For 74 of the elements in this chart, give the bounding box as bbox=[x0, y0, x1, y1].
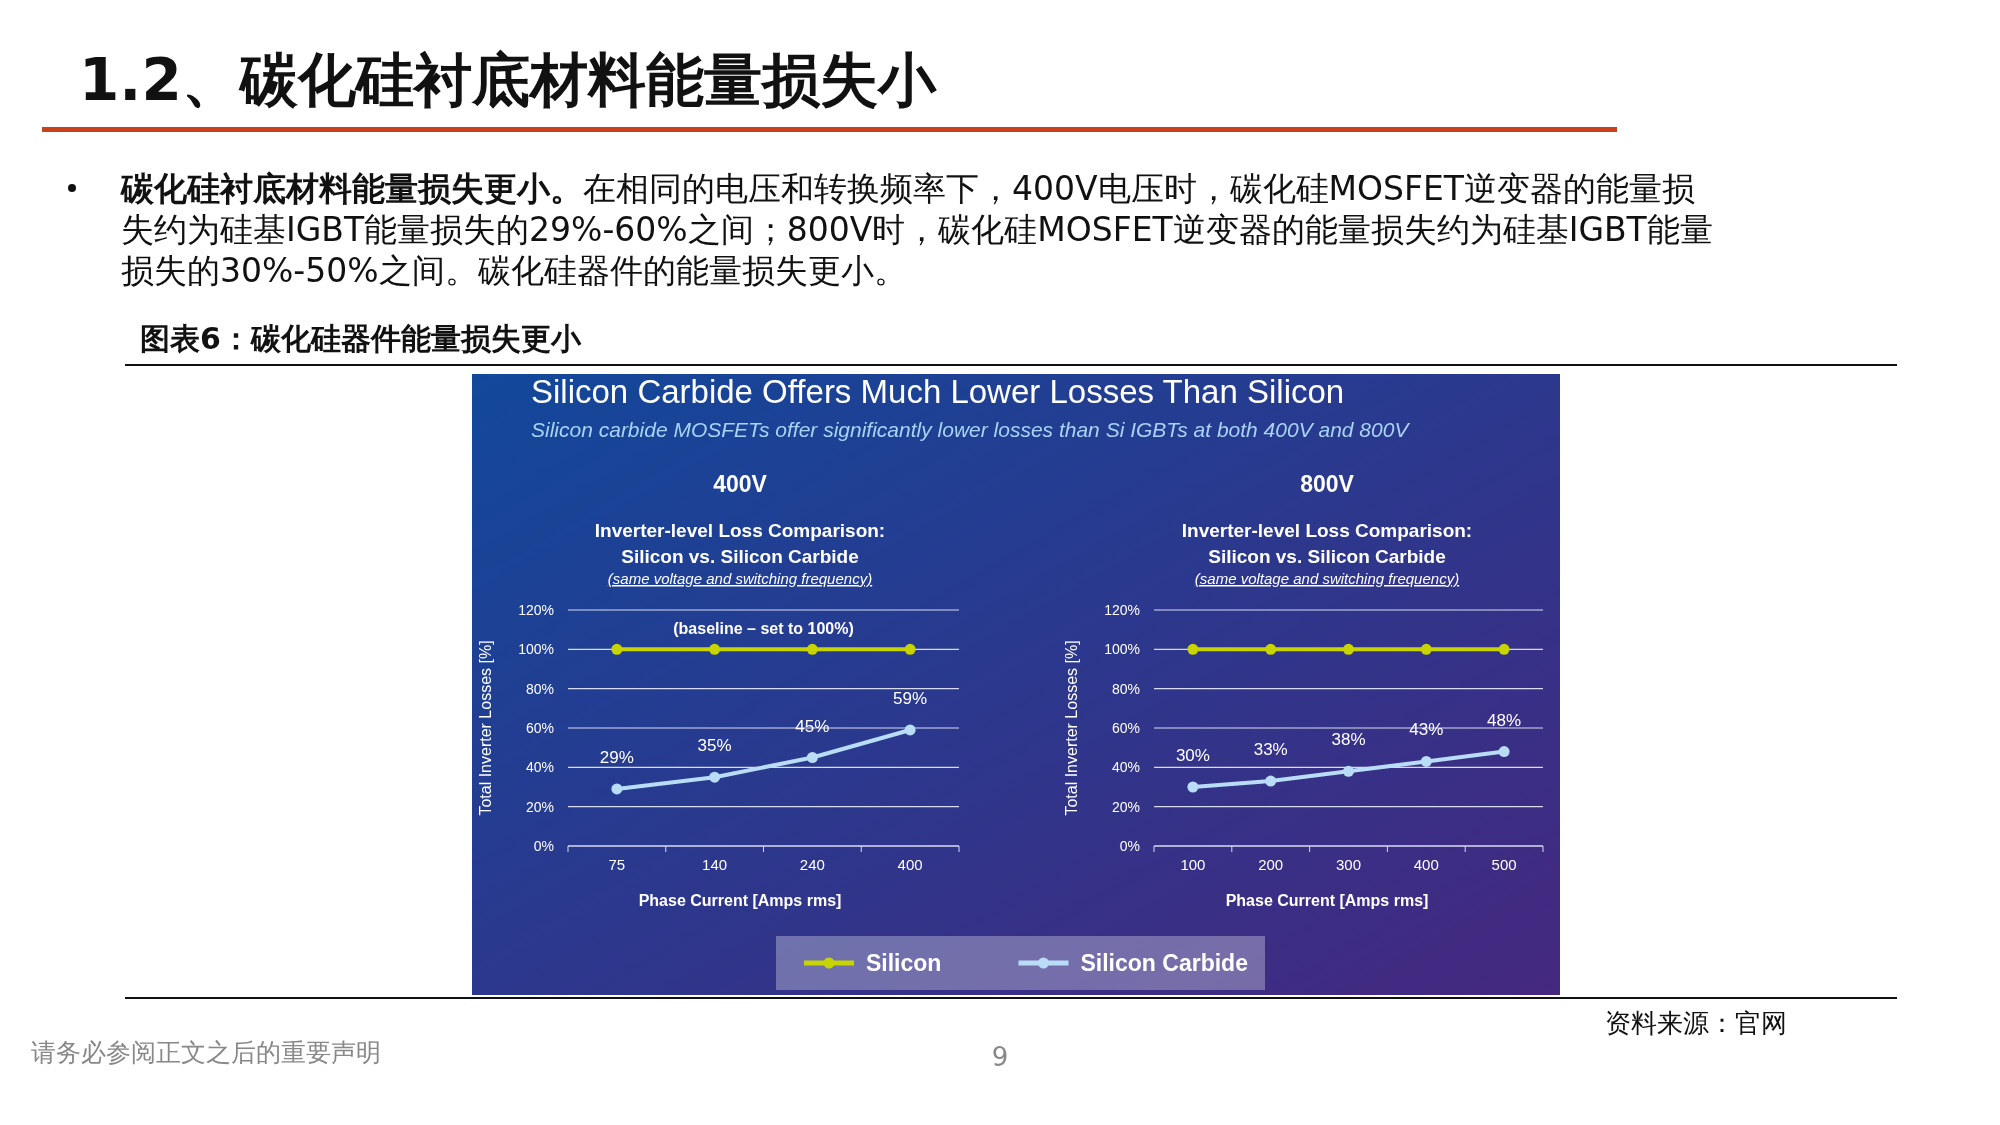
y-tick-label: 60% bbox=[1111, 720, 1140, 736]
y-tick-label: 0% bbox=[1119, 838, 1140, 854]
data-label: 29% bbox=[599, 747, 634, 767]
y-tick-label: 120% bbox=[518, 602, 554, 618]
point bbox=[1265, 643, 1277, 655]
text: 图表6：碳化硅器件能量损失更小 bbox=[140, 321, 582, 356]
point bbox=[1343, 765, 1354, 777]
text: 失约为硅基IGBT能量损失的29%-60%之间；800V时，碳化硅MOSFET逆变器的能量损失约为硅基IGBT能量 bbox=[121, 210, 1713, 249]
data-label: 59% bbox=[893, 688, 928, 708]
chart-title: 400V bbox=[713, 471, 768, 497]
y-tick-label: 60% bbox=[525, 720, 554, 736]
legend-label: Silicon bbox=[866, 950, 942, 976]
text: 损失的30%-50%之间。碳化硅器件的能量损失更小。 bbox=[121, 251, 907, 290]
point bbox=[806, 752, 818, 763]
x-tick-label: 240 bbox=[799, 856, 825, 873]
text: Silicon carbide MOSFETs offer significantly lower losses than Si IGBTs at both 400V and 800V bbox=[531, 418, 1411, 441]
text: 9 bbox=[991, 1042, 1009, 1072]
chart-subtitle: Inverter-level Loss Comparison: Silicon vs. Silicon Carbide bbox=[1181, 520, 1473, 567]
text: 在相同的电压和转换频率下，400V电压时，碳化硅MOSFET逆变器的能量损 bbox=[583, 169, 1695, 208]
point bbox=[611, 783, 623, 795]
data-label: 43% bbox=[1409, 720, 1444, 740]
point bbox=[611, 643, 623, 655]
data-label: 45% bbox=[795, 716, 830, 736]
text: (same voltage and switching frequency) bbox=[607, 570, 873, 587]
y-tick-label: 40% bbox=[525, 759, 554, 776]
data-label: 38% bbox=[1331, 730, 1366, 750]
y-tick-label: 20% bbox=[1111, 798, 1140, 815]
y-axis-title: Total Inverter Losses [%] bbox=[1063, 640, 1080, 816]
point bbox=[1498, 643, 1510, 655]
point bbox=[1420, 755, 1432, 767]
y-tick-label: 20% bbox=[525, 798, 554, 815]
x-axis-title: Phase Current [Amps rms] bbox=[1225, 892, 1429, 909]
point bbox=[1187, 643, 1199, 655]
point bbox=[709, 771, 721, 783]
x-tick-label: 300 bbox=[1335, 856, 1362, 873]
y-tick-label: 0% bbox=[533, 838, 554, 854]
text: 请务必参阅正文之后的重要声明 bbox=[31, 1038, 381, 1067]
point bbox=[904, 643, 916, 655]
point bbox=[806, 643, 818, 655]
point bbox=[1420, 643, 1432, 655]
legend-label: Silicon Carbide bbox=[1080, 950, 1248, 976]
y-tick-label: 80% bbox=[1111, 680, 1140, 697]
x-tick-label: 200 bbox=[1258, 856, 1284, 873]
point bbox=[709, 643, 721, 655]
text: 资料来源：官网 bbox=[1605, 1008, 1787, 1038]
y-tick-label: 120% bbox=[1104, 602, 1140, 618]
chart-title: 800V bbox=[1300, 471, 1355, 497]
data-label: 48% bbox=[1487, 710, 1522, 730]
annotation: (baseline – set to 100%) bbox=[673, 620, 854, 637]
data-label: 30% bbox=[1175, 746, 1210, 765]
data-label: 35% bbox=[697, 736, 732, 756]
point bbox=[1498, 746, 1510, 758]
text: (same voltage and switching frequency) bbox=[1194, 570, 1460, 587]
x-tick-label: 500 bbox=[1491, 856, 1517, 873]
point bbox=[1343, 643, 1354, 655]
x-tick-label: 75 bbox=[608, 856, 626, 873]
text: 1.2、碳化硅衬底材料能量损失小 bbox=[79, 46, 937, 114]
y-tick-label: 100% bbox=[518, 641, 554, 658]
data-label: 33% bbox=[1253, 740, 1288, 760]
x-tick-label: 100 bbox=[1180, 856, 1206, 873]
point bbox=[904, 724, 916, 736]
x-tick-label: 400 bbox=[897, 856, 923, 873]
text: Silicon Carbide Offers Much Lower Losses Than Silicon bbox=[531, 373, 1345, 410]
y-tick-label: 100% bbox=[1104, 641, 1140, 658]
point bbox=[1187, 781, 1199, 793]
text: 碳化硅衬底材料能量损失更小。 bbox=[120, 169, 583, 208]
y-tick-label: 40% bbox=[1111, 759, 1140, 776]
x-tick-label: 140 bbox=[702, 856, 728, 873]
y-tick-label: 80% bbox=[525, 680, 554, 697]
y-axis-title: Total Inverter Losses [%] bbox=[477, 640, 494, 816]
x-axis-title: Phase Current [Amps rms] bbox=[638, 892, 842, 909]
point bbox=[1265, 775, 1277, 787]
x-tick-label: 400 bbox=[1413, 856, 1439, 873]
chart-subtitle: Inverter-level Loss Comparison: Silicon vs. Silicon Carbide bbox=[594, 520, 886, 567]
